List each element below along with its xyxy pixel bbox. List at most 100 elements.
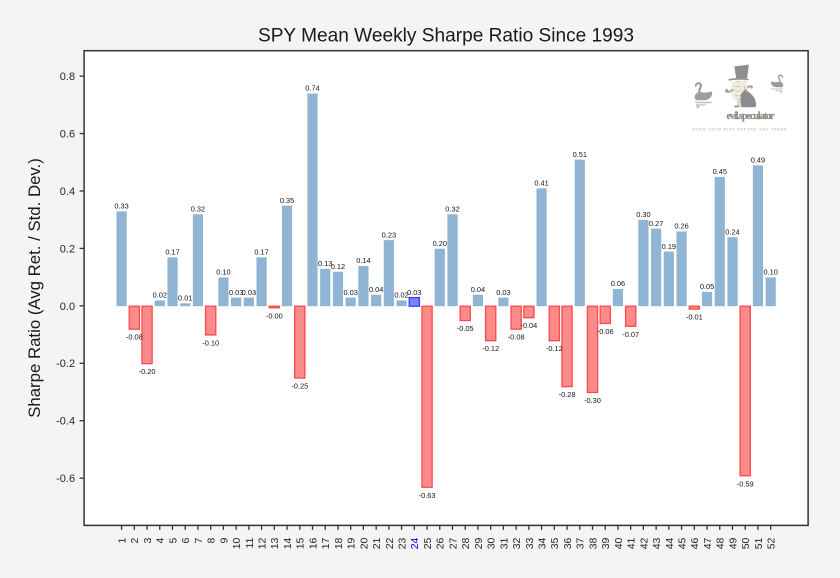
svg-text:KNOW YOUR RISK BEFORE YOU TRAD: KNOW YOUR RISK BEFORE YOU TRADE bbox=[692, 127, 787, 131]
svg-text:-0.00: -0.00 bbox=[266, 311, 283, 320]
svg-text:0.19: 0.19 bbox=[662, 242, 676, 251]
svg-text:17: 17 bbox=[320, 537, 332, 549]
svg-text:26: 26 bbox=[435, 537, 447, 549]
svg-text:29: 29 bbox=[473, 537, 485, 549]
svg-text:0.10: 0.10 bbox=[763, 268, 777, 277]
svg-text:-0.07: -0.07 bbox=[622, 330, 639, 339]
svg-text:41: 41 bbox=[626, 537, 638, 549]
svg-text:0.03: 0.03 bbox=[407, 288, 421, 297]
svg-text:12: 12 bbox=[257, 537, 269, 549]
svg-text:SPY Mean Weekly Sharpe Ratio S: SPY Mean Weekly Sharpe Ratio Since 1993 bbox=[258, 26, 634, 47]
svg-text:0.24: 0.24 bbox=[725, 227, 739, 236]
svg-text:0.35: 0.35 bbox=[280, 196, 294, 205]
svg-text:0.32: 0.32 bbox=[445, 204, 459, 213]
svg-text:0.32: 0.32 bbox=[191, 204, 205, 213]
svg-text:-0.59: -0.59 bbox=[737, 479, 754, 488]
svg-text:0.30: 0.30 bbox=[636, 210, 650, 219]
svg-text:-0.08: -0.08 bbox=[126, 333, 143, 342]
svg-text:45: 45 bbox=[676, 537, 688, 549]
svg-text:0.03: 0.03 bbox=[229, 288, 243, 297]
svg-text:-0.06: -0.06 bbox=[597, 327, 614, 336]
svg-text:19: 19 bbox=[346, 537, 358, 549]
svg-text:0.17: 0.17 bbox=[254, 248, 268, 257]
svg-text:-0.2: -0.2 bbox=[56, 358, 75, 370]
svg-text:38: 38 bbox=[587, 537, 599, 549]
svg-text:-0.4: -0.4 bbox=[56, 416, 75, 428]
svg-text:-0.12: -0.12 bbox=[546, 344, 563, 353]
svg-text:36: 36 bbox=[562, 537, 574, 549]
svg-text:46: 46 bbox=[689, 537, 701, 549]
svg-text:13: 13 bbox=[269, 537, 281, 549]
svg-text:0.02: 0.02 bbox=[153, 291, 167, 300]
svg-text:0.20: 0.20 bbox=[433, 239, 447, 248]
svg-text:39: 39 bbox=[600, 537, 612, 549]
svg-text:-0.10: -0.10 bbox=[202, 338, 219, 347]
svg-text:28: 28 bbox=[460, 537, 472, 549]
svg-text:0.2: 0.2 bbox=[60, 243, 75, 255]
svg-text:-0.08: -0.08 bbox=[508, 333, 525, 342]
svg-text:-0.25: -0.25 bbox=[291, 382, 308, 391]
svg-text:-0.01: -0.01 bbox=[686, 313, 703, 322]
svg-text:21: 21 bbox=[371, 537, 383, 549]
svg-text:0.02: 0.02 bbox=[394, 291, 408, 300]
svg-text:5: 5 bbox=[167, 537, 179, 543]
svg-text:0.23: 0.23 bbox=[382, 230, 396, 239]
svg-text:0.04: 0.04 bbox=[471, 285, 485, 294]
svg-text:20: 20 bbox=[358, 537, 370, 549]
svg-text:0.0: 0.0 bbox=[60, 301, 75, 313]
svg-text:31: 31 bbox=[498, 537, 510, 549]
svg-text:10: 10 bbox=[231, 537, 243, 549]
svg-text:0.14: 0.14 bbox=[356, 256, 370, 265]
svg-text:0.03: 0.03 bbox=[343, 288, 357, 297]
svg-text:-0.28: -0.28 bbox=[559, 390, 576, 399]
svg-text:6: 6 bbox=[180, 537, 192, 543]
svg-text:0.45: 0.45 bbox=[713, 167, 727, 176]
svg-text:43: 43 bbox=[651, 537, 663, 549]
svg-text:0.27: 0.27 bbox=[649, 219, 663, 228]
svg-text:-0.63: -0.63 bbox=[419, 491, 436, 500]
svg-text:0.03: 0.03 bbox=[496, 288, 510, 297]
svg-text:evil.speculator: evil.speculator bbox=[727, 111, 775, 122]
svg-text:0.05: 0.05 bbox=[700, 282, 714, 291]
svg-text:33: 33 bbox=[524, 537, 536, 549]
svg-text:0.01: 0.01 bbox=[178, 294, 192, 303]
svg-text:0.51: 0.51 bbox=[573, 150, 587, 159]
svg-text:-0.05: -0.05 bbox=[457, 324, 474, 333]
svg-text:0.6: 0.6 bbox=[60, 128, 75, 140]
svg-text:0.26: 0.26 bbox=[674, 222, 688, 231]
svg-text:47: 47 bbox=[702, 537, 714, 549]
svg-text:0.41: 0.41 bbox=[534, 179, 548, 188]
svg-text:9: 9 bbox=[218, 537, 230, 543]
svg-text:0.03: 0.03 bbox=[242, 288, 256, 297]
svg-text:27: 27 bbox=[447, 537, 459, 549]
svg-text:Sharpe Ratio (Avg Ret. / Std.: Sharpe Ratio (Avg Ret. / Std. Dev.) bbox=[25, 158, 44, 418]
svg-text:0.49: 0.49 bbox=[751, 156, 765, 165]
svg-text:11: 11 bbox=[244, 537, 256, 548]
svg-text:8: 8 bbox=[206, 537, 218, 543]
svg-text:-0.6: -0.6 bbox=[56, 473, 75, 485]
svg-text:0.06: 0.06 bbox=[611, 279, 625, 288]
svg-text:37: 37 bbox=[575, 537, 587, 549]
svg-text:16: 16 bbox=[307, 537, 319, 549]
svg-text:25: 25 bbox=[422, 537, 434, 549]
svg-text:49: 49 bbox=[727, 537, 739, 549]
svg-text:3: 3 bbox=[142, 537, 154, 543]
svg-text:23: 23 bbox=[396, 537, 408, 549]
svg-text:14: 14 bbox=[282, 537, 294, 549]
svg-text:0.4: 0.4 bbox=[60, 186, 75, 198]
svg-text:32: 32 bbox=[511, 537, 523, 549]
svg-text:35: 35 bbox=[549, 537, 561, 549]
svg-text:-0.04: -0.04 bbox=[520, 321, 537, 330]
svg-text:15: 15 bbox=[295, 537, 307, 549]
svg-text:0.04: 0.04 bbox=[369, 285, 383, 294]
svg-text:0.13: 0.13 bbox=[318, 259, 332, 268]
svg-text:44: 44 bbox=[664, 537, 676, 549]
svg-text:50: 50 bbox=[740, 537, 752, 549]
svg-text:52: 52 bbox=[766, 537, 778, 549]
svg-text:0.33: 0.33 bbox=[114, 202, 128, 211]
svg-text:0.74: 0.74 bbox=[305, 84, 319, 93]
svg-text:-0.30: -0.30 bbox=[584, 396, 601, 405]
svg-text:1: 1 bbox=[117, 537, 129, 543]
svg-text:24: 24 bbox=[409, 537, 421, 549]
svg-text:-0.12: -0.12 bbox=[482, 344, 499, 353]
